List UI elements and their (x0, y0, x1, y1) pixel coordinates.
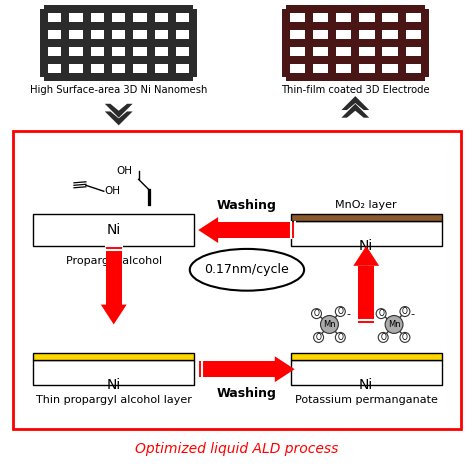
Text: -: - (411, 310, 415, 320)
Text: O: O (402, 307, 408, 316)
Bar (44, 22, 193, 30)
Bar (62, 9, 69, 77)
Polygon shape (105, 111, 133, 125)
Bar (358, 266, 374, 324)
Polygon shape (341, 104, 369, 118)
Circle shape (320, 315, 338, 333)
Polygon shape (341, 96, 369, 110)
Bar (189, 9, 197, 77)
Circle shape (400, 332, 410, 342)
Text: Mn: Mn (323, 320, 336, 329)
Text: O: O (316, 333, 321, 342)
Circle shape (335, 332, 345, 342)
Bar (286, 9, 425, 77)
Text: -: - (346, 310, 350, 320)
Circle shape (376, 309, 386, 319)
Text: O: O (402, 333, 408, 342)
Bar (44, 73, 193, 81)
Text: Ni: Ni (107, 223, 121, 237)
Bar (286, 56, 425, 64)
Text: Potassium permanganate: Potassium permanganate (295, 395, 438, 405)
Text: O: O (337, 307, 343, 316)
Text: Mn: Mn (388, 320, 401, 329)
Bar (286, 73, 425, 81)
Bar (146, 9, 155, 77)
Bar (421, 9, 429, 77)
Bar (374, 9, 383, 77)
Polygon shape (101, 305, 127, 324)
Text: Washing: Washing (217, 387, 277, 400)
Bar (291, 353, 442, 360)
Bar (291, 214, 442, 221)
Bar (33, 353, 194, 360)
Bar (33, 214, 194, 246)
Text: Ni: Ni (107, 378, 121, 392)
Text: High Surface-area 3D Ni Nanomesh: High Surface-area 3D Ni Nanomesh (30, 85, 208, 95)
Text: Optimized liquid ALD process: Optimized liquid ALD process (135, 442, 339, 456)
Bar (282, 9, 290, 77)
Bar (328, 9, 336, 77)
Text: OH: OH (105, 186, 121, 196)
Bar (286, 5, 425, 13)
Bar (13, 131, 461, 429)
Bar (83, 9, 91, 77)
Text: Thin-film coated 3D Electrode: Thin-film coated 3D Electrode (281, 85, 429, 95)
Bar (126, 9, 133, 77)
Circle shape (335, 306, 345, 316)
Bar (104, 9, 112, 77)
Bar (33, 360, 194, 385)
Text: Ni: Ni (359, 239, 374, 253)
Bar (44, 39, 193, 47)
Text: O: O (378, 309, 384, 318)
Text: O: O (380, 333, 386, 342)
Bar (286, 39, 425, 47)
Circle shape (385, 315, 403, 333)
Bar (286, 22, 425, 30)
Bar (40, 9, 48, 77)
Text: Thin propargyl alcohol layer: Thin propargyl alcohol layer (36, 395, 191, 405)
Bar (218, 222, 295, 238)
Text: Ni: Ni (359, 378, 374, 392)
Bar (198, 361, 275, 377)
Polygon shape (275, 356, 295, 382)
Bar (44, 56, 193, 64)
Circle shape (400, 306, 410, 316)
Bar (106, 246, 122, 305)
Circle shape (378, 332, 388, 342)
Bar (168, 9, 176, 77)
Bar (291, 360, 442, 385)
Polygon shape (353, 246, 379, 266)
Text: O: O (337, 333, 343, 342)
Polygon shape (198, 217, 218, 243)
Bar (351, 9, 359, 77)
Bar (305, 9, 313, 77)
Ellipse shape (190, 249, 304, 290)
Bar (291, 221, 442, 246)
Text: Washing: Washing (217, 199, 277, 212)
Text: Propargyl alcohol: Propargyl alcohol (66, 256, 162, 266)
Bar (44, 9, 193, 77)
Circle shape (314, 332, 324, 342)
Circle shape (311, 309, 321, 319)
Bar (44, 5, 193, 13)
Text: 0.17nm/cycle: 0.17nm/cycle (205, 263, 289, 276)
Bar (398, 9, 406, 77)
Text: OH: OH (117, 166, 133, 176)
Text: MnO₂ layer: MnO₂ layer (336, 200, 397, 210)
Text: O: O (314, 309, 319, 318)
Polygon shape (105, 104, 133, 118)
